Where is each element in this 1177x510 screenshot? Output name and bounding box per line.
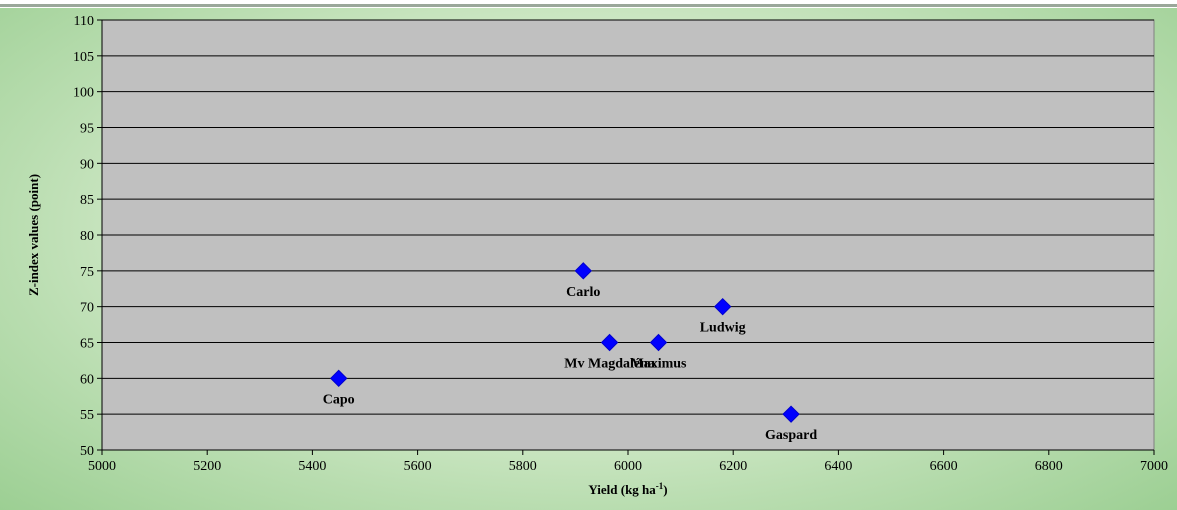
data-point-label: Maximus	[631, 357, 688, 372]
x-tick-label: 6400	[824, 459, 852, 474]
data-point-marker	[782, 405, 800, 423]
data-point-marker	[574, 262, 592, 280]
y-tick-label: 60	[80, 372, 94, 387]
y-tick-label: 95	[80, 122, 94, 137]
x-tick-label: 6600	[930, 459, 958, 474]
x-tick-label: 5600	[404, 459, 432, 474]
y-axis-label: Z-index values (point)	[26, 174, 41, 296]
x-axis-label: Yield (kg ha-1)	[588, 481, 667, 497]
top-border	[0, 0, 1177, 8]
x-axis-label-superscript: -1	[656, 481, 664, 491]
y-tick-label: 75	[80, 265, 94, 280]
x-tick-label: 5000	[88, 459, 116, 474]
data-point-marker	[329, 369, 348, 388]
data-point-label: Gaspard	[765, 428, 817, 443]
x-axis-label-main: Yield (kg ha	[588, 482, 656, 497]
y-tick-label: 70	[80, 301, 94, 316]
data-point-marker	[649, 333, 668, 352]
y-tick-label: 55	[80, 408, 94, 423]
x-tick-label: 6800	[1035, 459, 1063, 474]
data-point-label: Mv Magdaléna	[564, 357, 655, 372]
y-tick-label: 80	[80, 229, 94, 244]
data-point-label: Capo	[323, 392, 355, 407]
data-point-marker	[600, 333, 619, 352]
x-tick-label: 5200	[193, 459, 221, 474]
data-point-marker	[713, 297, 732, 316]
y-axis-ticks: 50 55 60 65 70 75 80 85 90 95 100 105 110	[73, 14, 102, 459]
x-tick-label: 5800	[509, 459, 537, 474]
y-tick-label: 105	[73, 50, 94, 65]
y-tick-label: 110	[74, 14, 94, 29]
x-tick-label: 5400	[298, 459, 326, 474]
x-axis-label-suffix: )	[663, 482, 667, 497]
x-tick-label: 7000	[1140, 459, 1168, 474]
y-tick-label: 100	[73, 86, 94, 101]
x-tick-label: 6000	[614, 459, 642, 474]
x-tick-label: 6200	[719, 459, 747, 474]
data-point-label: Carlo	[566, 285, 600, 300]
y-tick-label: 65	[80, 337, 94, 352]
y-tick-label: 85	[80, 193, 94, 208]
data-point-label: Ludwig	[700, 321, 746, 336]
data-points	[329, 262, 800, 423]
y-tick-label: 50	[80, 444, 94, 459]
x-axis-ticks: 5000 5200 5400 5600 5800 6000 6200 6400 6600 6800…	[88, 450, 1168, 474]
y-tick-label: 90	[80, 157, 94, 172]
